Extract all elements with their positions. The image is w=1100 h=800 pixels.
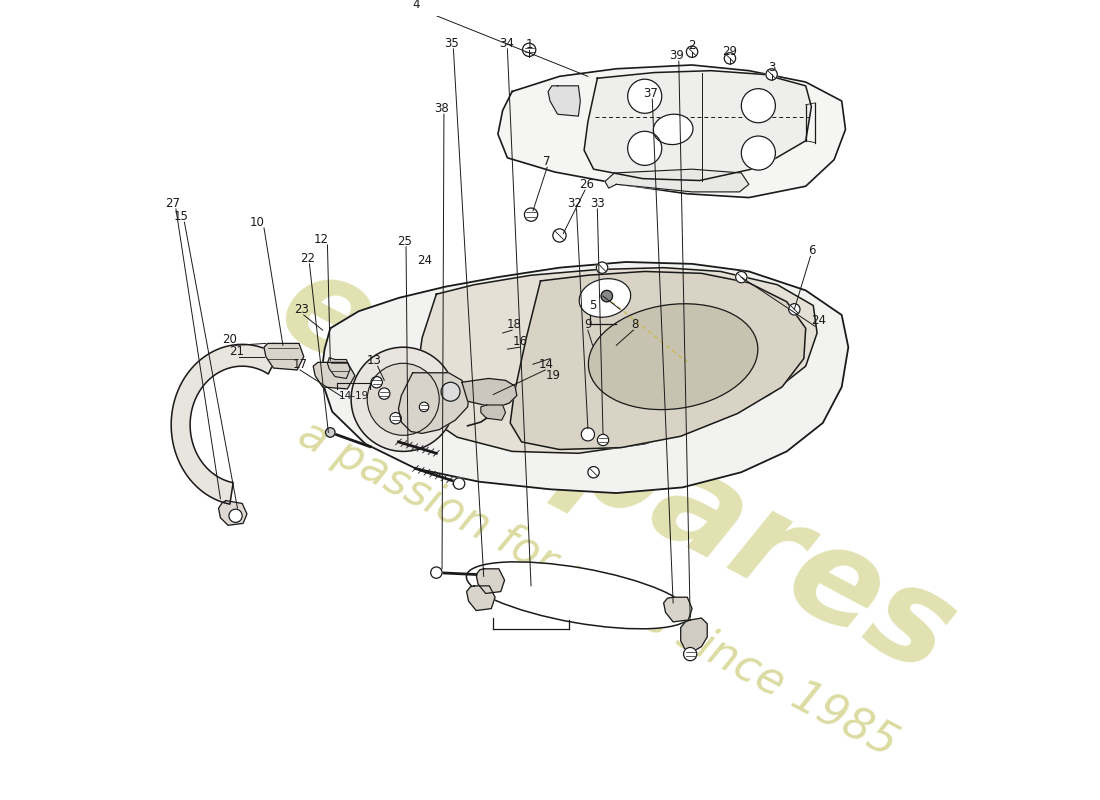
Polygon shape	[416, 268, 817, 454]
Text: 13: 13	[366, 354, 382, 367]
Text: 5: 5	[588, 299, 596, 312]
Circle shape	[419, 402, 429, 412]
Polygon shape	[476, 569, 505, 594]
Text: 27: 27	[166, 197, 180, 210]
Circle shape	[724, 53, 736, 64]
Text: 9: 9	[584, 318, 592, 331]
Circle shape	[389, 413, 402, 424]
Text: a passion for parts since 1985: a passion for parts since 1985	[290, 412, 904, 766]
Polygon shape	[681, 618, 707, 652]
Polygon shape	[498, 65, 846, 198]
Text: 15: 15	[173, 210, 188, 223]
Text: 33: 33	[590, 197, 605, 210]
Text: 3: 3	[768, 62, 776, 74]
Ellipse shape	[466, 562, 691, 629]
Text: 35: 35	[444, 37, 459, 50]
Text: 18: 18	[507, 318, 521, 331]
Circle shape	[741, 89, 776, 122]
Circle shape	[229, 509, 242, 522]
Polygon shape	[172, 344, 277, 504]
Text: 39: 39	[670, 49, 684, 62]
Polygon shape	[328, 358, 350, 378]
Text: 10: 10	[250, 216, 265, 229]
Circle shape	[596, 262, 608, 274]
Text: 29: 29	[723, 46, 737, 58]
Circle shape	[628, 131, 662, 166]
Circle shape	[683, 647, 696, 661]
Circle shape	[766, 69, 778, 80]
Circle shape	[453, 478, 465, 490]
Circle shape	[367, 363, 439, 435]
Text: 34: 34	[499, 37, 514, 50]
Circle shape	[525, 208, 538, 222]
Text: 23: 23	[295, 303, 309, 316]
Circle shape	[378, 388, 389, 399]
Text: 6: 6	[807, 244, 815, 257]
Text: 24: 24	[812, 314, 826, 327]
Text: 12: 12	[314, 233, 328, 246]
Text: 24: 24	[418, 254, 432, 266]
Circle shape	[553, 229, 566, 242]
Circle shape	[587, 466, 600, 478]
Polygon shape	[584, 70, 812, 181]
Polygon shape	[605, 169, 749, 192]
Polygon shape	[481, 405, 506, 420]
Text: 21: 21	[229, 345, 244, 358]
Text: 19: 19	[546, 369, 560, 382]
Polygon shape	[548, 86, 581, 116]
Ellipse shape	[580, 278, 630, 318]
Circle shape	[326, 428, 336, 437]
Text: 26: 26	[580, 178, 594, 191]
Polygon shape	[663, 598, 692, 622]
Circle shape	[522, 43, 536, 57]
Text: 37: 37	[644, 87, 658, 100]
Text: 14-19: 14-19	[339, 390, 369, 401]
Circle shape	[628, 79, 662, 114]
Circle shape	[431, 567, 442, 578]
Text: 1: 1	[526, 38, 532, 50]
Polygon shape	[321, 262, 848, 493]
Circle shape	[581, 428, 594, 441]
Polygon shape	[398, 373, 470, 434]
Circle shape	[736, 271, 747, 283]
Circle shape	[441, 382, 460, 401]
Text: 22: 22	[300, 252, 315, 265]
Ellipse shape	[588, 304, 758, 410]
Text: 32: 32	[568, 197, 582, 210]
Text: 25: 25	[397, 234, 411, 248]
Text: 2: 2	[689, 38, 696, 51]
Circle shape	[371, 377, 383, 388]
Text: eurspares: eurspares	[258, 239, 975, 701]
Polygon shape	[314, 362, 355, 389]
Polygon shape	[462, 378, 517, 407]
Circle shape	[789, 304, 800, 315]
Circle shape	[601, 290, 613, 302]
Circle shape	[741, 136, 776, 170]
Circle shape	[597, 434, 608, 446]
Text: 16: 16	[513, 335, 528, 348]
Circle shape	[351, 347, 455, 451]
Text: 7: 7	[543, 155, 551, 168]
Circle shape	[686, 46, 697, 58]
Text: 14: 14	[539, 358, 553, 370]
Polygon shape	[219, 501, 246, 526]
Text: 8: 8	[631, 318, 639, 331]
Text: 38: 38	[434, 102, 450, 115]
Text: 17: 17	[293, 358, 308, 370]
Text: 20: 20	[222, 333, 238, 346]
Ellipse shape	[653, 114, 693, 145]
Polygon shape	[510, 271, 805, 450]
Polygon shape	[466, 586, 495, 610]
Polygon shape	[264, 343, 304, 370]
Text: 4: 4	[412, 0, 420, 11]
